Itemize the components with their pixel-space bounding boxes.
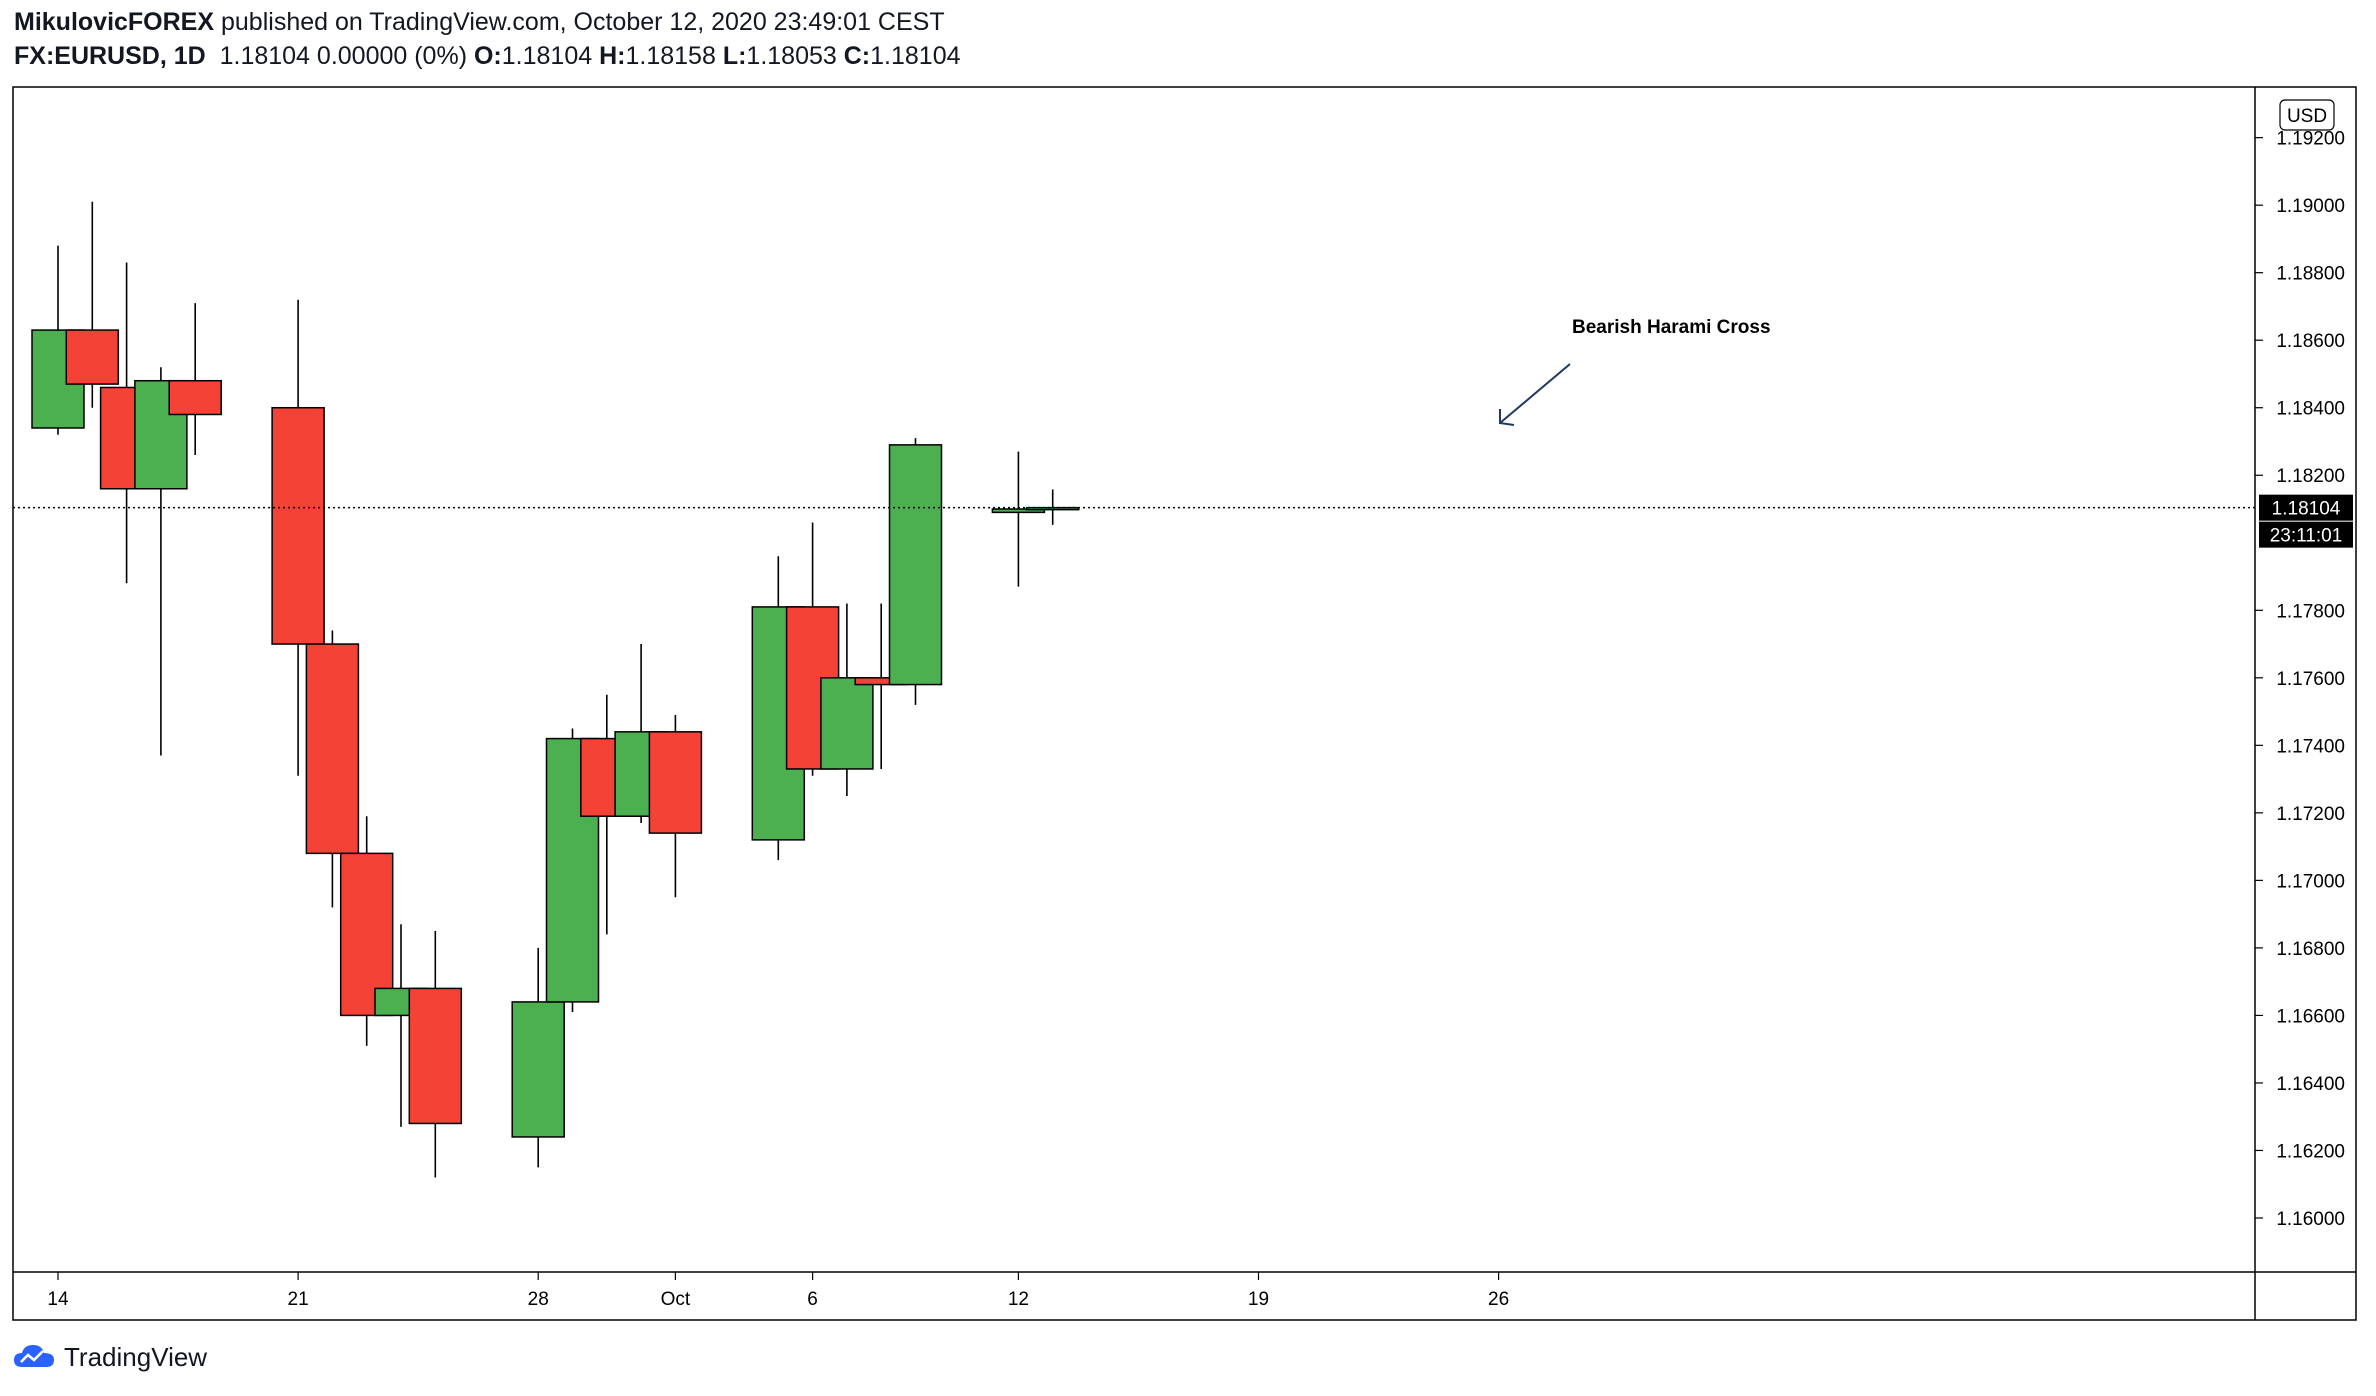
- low-value: 1.18053: [746, 42, 837, 70]
- time-tick-label: 6: [807, 1289, 818, 1310]
- countdown-label: 23:11:01: [2270, 526, 2343, 547]
- annotation-label: Bearish Harami Cross: [1572, 317, 1771, 338]
- last-price-badge: 1.18104 23:11:01: [2259, 494, 2353, 548]
- high-value: 1.18158: [625, 42, 716, 70]
- price-tick-label: 1.17600: [2276, 669, 2345, 690]
- symbol-label: FX:EURUSD, 1D: [14, 42, 206, 70]
- price-tick-label: 1.17800: [2276, 601, 2345, 622]
- candle-body: [1025, 506, 1080, 511]
- candle[interactable]: [168, 303, 222, 455]
- cloud-icon: [14, 1345, 54, 1367]
- time-tick-label: 14: [47, 1289, 69, 1310]
- candle-body: [65, 329, 120, 385]
- candle-body: [648, 731, 703, 834]
- price-tick-label: 1.17200: [2276, 804, 2345, 825]
- candle-body: [408, 987, 463, 1125]
- annotation-arrow: [1499, 363, 1571, 424]
- price-axis[interactable]: 1.16000 1.16200 1.16400 1.16600 1.16800 1.170…: [2255, 129, 2345, 1230]
- candle-body: [271, 406, 325, 645]
- price-tick-label: 1.16200: [2276, 1141, 2345, 1162]
- candle[interactable]: [408, 931, 463, 1178]
- chart-frame: [12, 86, 2357, 1321]
- close-value: 1.18104: [870, 42, 961, 70]
- price-tick-label: 1.18800: [2276, 264, 2345, 285]
- price-tick-label: 1.18600: [2276, 331, 2345, 352]
- time-tick-label: 28: [528, 1289, 549, 1310]
- candle[interactable]: [271, 299, 325, 776]
- candle[interactable]: [820, 603, 874, 796]
- price-tick-label: 1.16000: [2276, 1209, 2345, 1230]
- open-value: 1.18104: [501, 42, 593, 70]
- candle-body: [511, 1001, 565, 1138]
- currency-label: USD: [2287, 106, 2327, 127]
- time-tick-label: 26: [1488, 1289, 1509, 1310]
- price-tick-label: 1.16800: [2276, 939, 2345, 960]
- price-tick-label: 1.18400: [2276, 399, 2345, 420]
- time-tick-label: Oct: [661, 1289, 691, 1310]
- time-tick-label: 19: [1248, 1289, 1269, 1310]
- price-tick-label: 1.17400: [2276, 736, 2345, 757]
- annotation: Bearish Harami Cross: [1499, 317, 1771, 426]
- time-tick-label: 21: [288, 1289, 309, 1310]
- tradingview-logo[interactable]: TradingView: [12, 1341, 207, 1373]
- brand-name: TradingView: [64, 1341, 208, 1372]
- candles: [31, 201, 1080, 1178]
- candle[interactable]: [65, 201, 120, 408]
- currency-badge[interactable]: USD: [2279, 99, 2335, 131]
- high-label: H:: [599, 42, 626, 70]
- candle[interactable]: [991, 451, 1046, 587]
- time-axis[interactable]: 14 21 28 Oct 6 12 19 26: [47, 1272, 1509, 1310]
- candle-body: [168, 379, 222, 416]
- publish-info: MikulovicFOREX published on TradingView.…: [14, 7, 945, 37]
- annotation-arrowhead: [1499, 409, 1515, 426]
- candle-body: [820, 677, 874, 770]
- price-tick-label: 1.19200: [2276, 129, 2345, 150]
- published-text: published on TradingView.com, October 12…: [221, 8, 945, 36]
- price-tick-label: 1.16400: [2276, 1074, 2345, 1095]
- candle[interactable]: [134, 367, 188, 756]
- candle-body: [305, 643, 360, 855]
- price-change: 0.00000 (0%): [316, 42, 468, 70]
- price-tick-label: 1.19000: [2276, 196, 2345, 217]
- candle[interactable]: [1025, 489, 1080, 525]
- author-name[interactable]: MikulovicFOREX: [14, 8, 215, 36]
- price-tick-label: 1.18200: [2276, 466, 2345, 487]
- price-tick-label: 1.17000: [2276, 871, 2345, 892]
- candle[interactable]: [888, 438, 943, 705]
- candle[interactable]: [648, 714, 703, 898]
- open-label: O:: [473, 42, 502, 70]
- last-price-label: 1.18104: [2272, 499, 2341, 520]
- ohlc-legend: FX:EURUSD, 1D 1.18104 0.00000 (0%) O:1.1…: [14, 41, 961, 71]
- candle-body: [888, 444, 943, 686]
- candle-body: [991, 508, 1046, 514]
- candle[interactable]: [305, 630, 360, 908]
- candle[interactable]: [511, 947, 565, 1168]
- time-tick-label: 12: [1008, 1289, 1029, 1310]
- last-price: 1.18104: [219, 42, 310, 70]
- price-tick-label: 1.16600: [2276, 1006, 2345, 1027]
- low-label: L:: [722, 42, 747, 70]
- close-label: C:: [843, 42, 871, 70]
